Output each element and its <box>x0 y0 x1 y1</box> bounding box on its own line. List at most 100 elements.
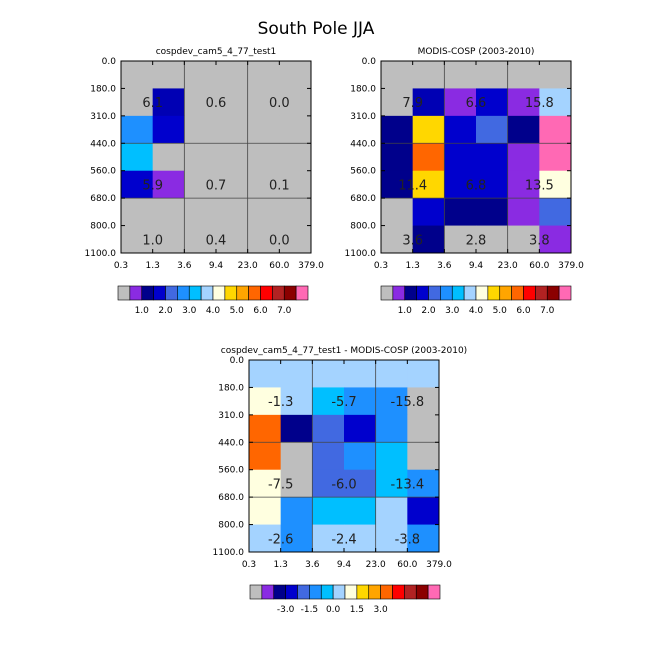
heatmap-cell <box>312 360 345 388</box>
colorbar-swatch <box>487 285 501 301</box>
cell-value-label: 0.1 <box>269 178 290 193</box>
colorbar-swatch <box>511 285 524 301</box>
heatmap-cell <box>375 387 408 416</box>
heatmap-cell <box>184 61 217 89</box>
heatmap-cell <box>152 61 185 89</box>
colorbar-swatch <box>380 584 393 600</box>
cell-value-label: -2.4 <box>331 532 356 547</box>
heatmap-cell <box>381 61 414 89</box>
colorbar-label: -3.0 <box>277 605 295 615</box>
colorbar-swatch <box>499 285 512 301</box>
x-tick-label: 3.6 <box>305 560 320 570</box>
heatmap-cell <box>412 170 445 199</box>
heatmap-panel-model: cospdev_cam5_4_77_test1 6.1 0.6 0.0 5.9 0.7 0.… <box>85 47 325 316</box>
colorbar-swatch <box>283 285 297 301</box>
heatmap-cell <box>280 414 313 443</box>
heatmap-panel-obs: MODIS-COSP (2003-2010) 7.9 6.6 15.8 11.4 6.8 1… <box>345 47 585 316</box>
heatmap-cell <box>539 170 572 199</box>
heatmap-cell <box>279 225 312 254</box>
colorbar-swatch <box>392 285 406 301</box>
heatmap-cell <box>344 469 377 498</box>
heatmap-cell <box>381 143 414 172</box>
colorbar-swatch <box>368 584 381 600</box>
y-tick-label: 680.0 <box>90 194 116 204</box>
heatmap-cell <box>444 143 477 172</box>
colorbar-label: 1.0 <box>398 306 413 316</box>
y-tick-label: 560.0 <box>350 167 376 177</box>
heatmap-cell <box>444 198 477 227</box>
heatmap-cell <box>247 170 280 199</box>
heatmap-cell <box>249 442 282 471</box>
heatmap-cell <box>249 414 282 443</box>
x-tick-label: 0.3 <box>242 560 256 570</box>
cell-value-label: 0.0 <box>269 96 290 111</box>
y-tick-label: 440.0 <box>218 438 244 448</box>
colorbar-swatch <box>260 285 273 301</box>
heatmap-cell <box>344 524 377 553</box>
heatmap-cell <box>539 198 572 227</box>
y-tick-label: 310.0 <box>90 112 116 122</box>
colorbar-label: 1.5 <box>350 605 364 615</box>
heatmap-cell <box>381 225 414 254</box>
y-tick-label: 1100.0 <box>85 249 117 259</box>
colorbar-swatch <box>295 285 309 301</box>
cell-value-label: 6.6 <box>466 96 487 111</box>
heatmap-cell <box>247 61 280 89</box>
heatmap-cell <box>407 524 440 553</box>
colorbar-swatch <box>427 584 441 600</box>
x-tick-label: 1.3 <box>406 261 420 271</box>
colorbar-label: 3.0 <box>373 605 388 615</box>
colorbar-label: 2.0 <box>158 306 173 316</box>
x-tick-label: 1.3 <box>274 560 288 570</box>
y-tick-label: 680.0 <box>350 194 376 204</box>
cell-value-label: -3.8 <box>395 532 420 547</box>
panel-title: cospdev_cam5_4_77_test1 - MODIS-COSP (20… <box>221 346 467 356</box>
heatmap-cell <box>407 360 440 388</box>
cell-value-label: -6.0 <box>331 477 356 492</box>
heatmap-cell <box>279 143 312 172</box>
colorbar: 1.0 2.0 3.0 4.0 5.0 6.0 7.0 <box>117 285 309 316</box>
cell-value-label: -13.4 <box>391 477 425 492</box>
heatmap-cell <box>216 88 249 117</box>
panel-title: MODIS-COSP (2003-2010) <box>418 47 535 57</box>
heatmap-cell <box>444 115 477 144</box>
colorbar-swatch <box>297 584 310 600</box>
cell-value-label: -1.3 <box>268 395 293 410</box>
x-tick-label: 379.0 <box>558 261 584 271</box>
cell-value-label: 11.4 <box>398 178 427 193</box>
heatmap-cell <box>344 414 377 443</box>
colorbar-swatch <box>212 285 226 301</box>
cell-value-label: -5.7 <box>331 395 356 410</box>
heatmap-cell <box>375 524 408 553</box>
colorbar-swatch <box>272 285 285 301</box>
cell-value-label: 6.1 <box>142 96 163 111</box>
heatmap-cell <box>407 497 440 526</box>
y-tick-label: 440.0 <box>90 139 116 149</box>
heatmap-cell <box>381 88 414 117</box>
heatmap-cell <box>280 524 313 553</box>
heatmap-cell <box>507 225 540 254</box>
heatmap-cell <box>279 88 312 117</box>
heatmap-cell <box>216 198 249 227</box>
heatmap-cell <box>507 61 540 89</box>
x-tick-label: 3.6 <box>437 261 452 271</box>
colorbar-label: 6.0 <box>516 306 531 316</box>
heatmap-cell <box>280 360 313 388</box>
x-tick-label: 23.0 <box>238 261 258 271</box>
colorbar-label: 1.0 <box>135 306 150 316</box>
colorbar-swatch <box>344 584 358 600</box>
colorbar-swatch <box>261 584 275 600</box>
colorbar-swatch <box>141 285 154 301</box>
heatmap-cell <box>444 61 477 89</box>
heatmap-cell <box>249 469 282 498</box>
heatmap-cell <box>444 170 477 199</box>
heatmap-cell <box>381 170 414 199</box>
colorbar-swatch <box>404 584 417 600</box>
colorbar: 1.0 2.0 3.0 4.0 5.0 6.0 7.0 <box>380 285 572 316</box>
heatmap-cell <box>121 143 154 172</box>
x-tick-label: 9.4 <box>337 560 352 570</box>
cell-value-label: 0.0 <box>269 233 290 248</box>
heatmap-cell <box>344 360 377 388</box>
